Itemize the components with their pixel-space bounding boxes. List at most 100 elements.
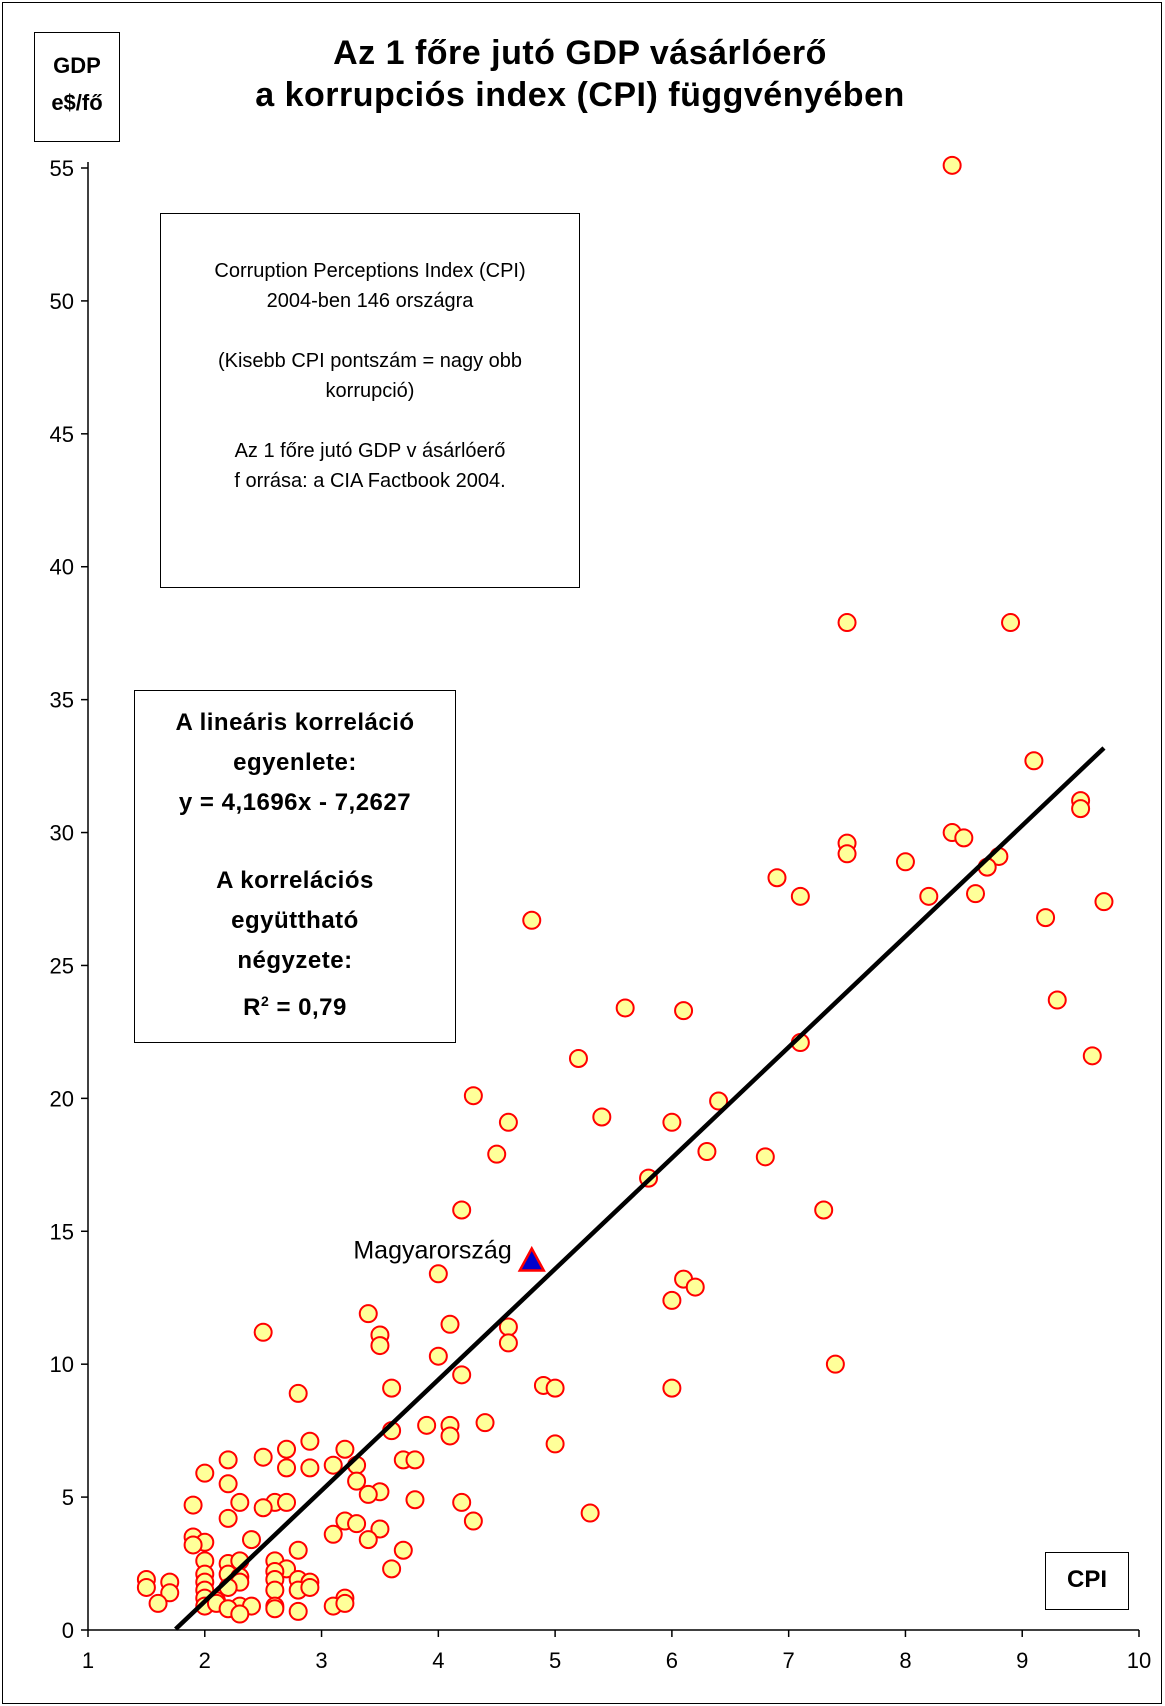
data-point (954, 828, 974, 848)
trend-line (174, 746, 1106, 1631)
r-superscript: 2 (260, 993, 270, 1009)
y-tick-label: 55 (50, 156, 74, 181)
data-point (323, 1455, 343, 1475)
x-tick-label: 4 (432, 1648, 444, 1673)
data-point (230, 1492, 250, 1512)
data-point (183, 1535, 203, 1555)
data-point (1024, 751, 1044, 771)
x-tick-label: 3 (315, 1648, 327, 1673)
data-point (568, 1048, 588, 1068)
data-point (662, 1290, 682, 1310)
data-point (755, 1147, 775, 1167)
data-point (358, 1304, 378, 1324)
data-point (709, 1091, 729, 1111)
data-point (545, 1434, 565, 1454)
data-point (825, 1354, 845, 1374)
x-tick-label: 9 (1016, 1648, 1028, 1673)
data-point (347, 1471, 367, 1491)
y-tick-label: 25 (50, 953, 74, 978)
y-tick-label: 45 (50, 422, 74, 447)
data-point (417, 1415, 437, 1435)
data-point (674, 1001, 694, 1021)
data-point (288, 1540, 308, 1560)
data-point (288, 1601, 308, 1621)
data-point (697, 1142, 717, 1162)
eq-line1: A lineáris korreláció (175, 709, 415, 736)
data-point (685, 1277, 705, 1297)
data-point (522, 910, 542, 930)
regression-equation-box: A lineáris korreláció egyenlete: y = 4,1… (134, 690, 456, 1043)
data-point (615, 998, 635, 1018)
data-point (463, 1511, 483, 1531)
note-line5: Az 1 főre jutó GDP v ásárlóerő (234, 440, 506, 462)
data-point (347, 1514, 367, 1534)
data-point (241, 1530, 261, 1550)
chart-title-line1: Az 1 főre jutó GDP vásárlóerő (333, 34, 827, 72)
data-point (230, 1604, 250, 1624)
data-point (218, 1450, 238, 1470)
note-line6: f orrása: a CIA Factbook 2004. (234, 470, 506, 492)
note-line3: (Kisebb CPI pontszám = nagy obb (217, 350, 523, 372)
x-tick-label: 5 (549, 1648, 561, 1673)
data-point (335, 1593, 355, 1613)
data-point (440, 1314, 460, 1334)
data-point (790, 886, 810, 906)
data-point (592, 1107, 612, 1127)
data-point (1036, 908, 1056, 928)
x-tick-label: 2 (199, 1648, 211, 1673)
data-point (475, 1413, 495, 1433)
x-axis-label: CPI (1066, 1566, 1107, 1593)
data-point (288, 1383, 308, 1403)
x-tick-label: 8 (899, 1648, 911, 1673)
data-point (1071, 799, 1091, 819)
data-point (662, 1378, 682, 1398)
eq-line3: y = 4,1696x - 7,2627 (178, 789, 412, 816)
x-tick-label: 1 (82, 1648, 94, 1673)
data-point (814, 1200, 834, 1220)
y-tick-label: 50 (50, 289, 74, 314)
data-point (463, 1086, 483, 1106)
data-point (253, 1447, 273, 1467)
note-line1: Corruption Perceptions Index (CPI) (214, 260, 526, 282)
y-tick-label: 20 (50, 1086, 74, 1111)
data-point (300, 1431, 320, 1451)
x-tick-label: 6 (666, 1648, 678, 1673)
data-point (1001, 613, 1021, 633)
data-point (767, 868, 787, 888)
data-point (136, 1577, 156, 1597)
data-point (837, 844, 857, 864)
data-point (662, 1112, 682, 1132)
data-point (183, 1495, 203, 1515)
data-point (300, 1458, 320, 1478)
data-point (837, 613, 857, 633)
x-tick-label: 10 (1127, 1648, 1151, 1673)
data-point (277, 1458, 297, 1478)
data-point (440, 1426, 460, 1446)
y-tick-label: 30 (50, 821, 74, 846)
y-tick-label: 5 (62, 1485, 74, 1510)
y-axis-label-line1: GDP (53, 53, 101, 78)
data-point (452, 1365, 472, 1385)
chart-title-line2: a korrupciós index (CPI) függvényében (255, 76, 905, 114)
eq-line6: négyzete: (237, 947, 353, 974)
data-point (382, 1378, 402, 1398)
data-point (1082, 1046, 1102, 1066)
eq-line5: együttható (231, 907, 359, 934)
eq-line2: egyenlete: (233, 749, 357, 776)
data-point (277, 1439, 297, 1459)
data-point (405, 1490, 425, 1510)
highlight-label-hungary: Magyarország (353, 1237, 511, 1265)
r-value: = 0,79 (269, 994, 347, 1021)
data-point (300, 1577, 320, 1597)
data-point (370, 1519, 390, 1539)
data-point (487, 1144, 507, 1164)
highlight-point-hungary (517, 1245, 546, 1272)
data-point (919, 886, 939, 906)
data-point (428, 1264, 448, 1284)
data-point (160, 1583, 180, 1603)
data-point (218, 1508, 238, 1528)
data-point (1094, 892, 1114, 912)
x-axis-label-box: CPI (1045, 1552, 1129, 1610)
eq-line4: A korrelációs (216, 867, 374, 894)
